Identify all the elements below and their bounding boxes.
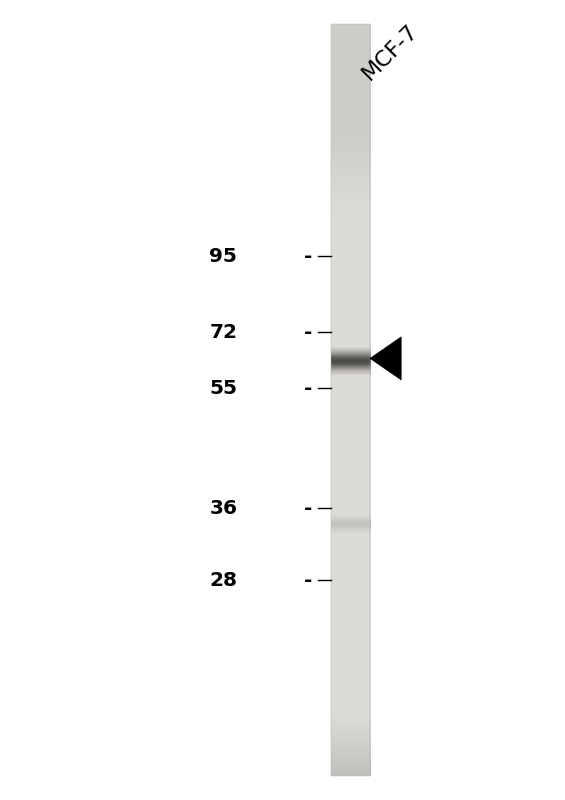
Text: -: -: [304, 322, 312, 342]
Text: -: -: [304, 246, 312, 266]
Text: MCF-7: MCF-7: [359, 21, 422, 84]
Text: 55: 55: [209, 378, 237, 398]
Text: 28: 28: [209, 570, 237, 590]
Text: 36: 36: [209, 498, 237, 518]
Text: 95: 95: [210, 246, 237, 266]
Polygon shape: [370, 337, 401, 380]
Text: -: -: [304, 570, 312, 590]
Text: -: -: [304, 378, 312, 398]
Bar: [331, 24, 370, 776]
Text: -: -: [304, 498, 312, 518]
Text: 72: 72: [209, 322, 237, 342]
